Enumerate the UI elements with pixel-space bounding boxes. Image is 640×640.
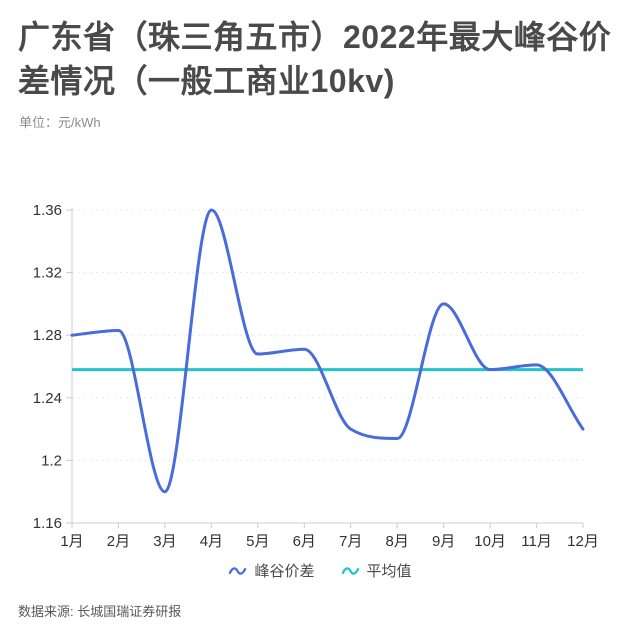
x-axis-label: 8月 xyxy=(386,533,409,550)
x-axis-label: 2月 xyxy=(107,533,130,550)
y-axis-label: 1.32 xyxy=(33,265,62,282)
wavy-line-icon xyxy=(229,566,247,575)
peak-valley-series-line xyxy=(70,208,585,494)
chart-legend: 峰谷价差 平均值 xyxy=(0,560,640,581)
x-axis-label: 7月 xyxy=(339,533,362,550)
legend-item-average[interactable]: 平均值 xyxy=(341,560,412,581)
y-axis-label: 1.28 xyxy=(33,327,62,344)
y-axis-label: 1.24 xyxy=(33,390,62,407)
x-axis-label: 11月 xyxy=(521,533,552,550)
y-axis-label: 1.36 xyxy=(33,202,62,219)
page-title: 广东省（珠三角五市）2022年最大峰谷价差情况（一般工商业10kv) xyxy=(18,19,612,99)
y-axis-label: 1.2 xyxy=(41,452,62,469)
x-axis-label: 5月 xyxy=(246,533,269,550)
legend-label-average: 平均值 xyxy=(366,563,412,580)
y-axis-label: 1.16 xyxy=(33,515,62,532)
x-axis-label: 4月 xyxy=(200,533,223,550)
data-source: 数据来源: 长城国瑞证券研报 xyxy=(18,604,182,619)
legend-label-peak-valley: 峰谷价差 xyxy=(254,563,315,580)
x-axis-label: 9月 xyxy=(432,533,455,550)
x-axis-label: 12月 xyxy=(567,533,599,550)
x-axis-label: 3月 xyxy=(153,533,176,550)
x-axis-label: 10月 xyxy=(474,533,506,550)
x-axis-label: 6月 xyxy=(293,533,316,550)
legend-item-peak-valley[interactable]: 峰谷价差 xyxy=(228,560,315,581)
unit-label: 单位：元/kWh xyxy=(19,115,101,130)
wavy-line-icon xyxy=(341,566,359,575)
x-axis-label: 1月 xyxy=(60,533,83,550)
